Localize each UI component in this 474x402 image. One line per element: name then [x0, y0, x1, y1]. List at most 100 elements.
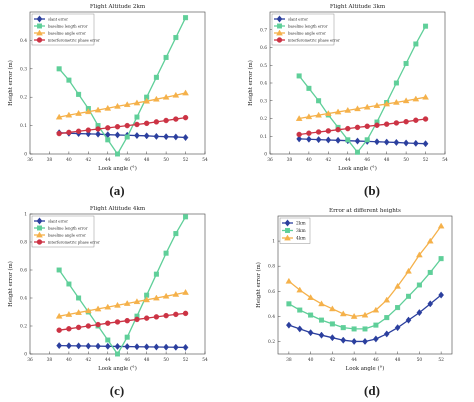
- legend-label: slant error: [288, 18, 308, 22]
- data-point: [354, 137, 361, 145]
- data-point: [123, 300, 131, 306]
- data-point: [422, 116, 429, 122]
- legend-item-baseline-length-error: baseline length error: [34, 225, 88, 231]
- data-point: [143, 97, 151, 104]
- data-point: [318, 317, 324, 323]
- x-tick-label: 54: [202, 358, 208, 363]
- data-point: [66, 77, 72, 83]
- x-tick-label: 40: [308, 358, 314, 363]
- y-tick-label: 0: [24, 153, 27, 158]
- data-point: [362, 337, 368, 345]
- series-interferometric-phase-error: [56, 310, 189, 333]
- chart-panel-d: Error at different heights 38 40 42 44 46 48 50…: [240, 202, 472, 380]
- legend-label: 3km: [296, 229, 306, 234]
- legend-label: baseline length error: [48, 227, 88, 231]
- legend-label: interferometric phase error: [48, 39, 100, 43]
- data-point: [173, 35, 179, 41]
- data-point: [427, 269, 433, 275]
- data-point: [173, 231, 179, 237]
- data-point: [105, 137, 111, 143]
- y-tick-label: 0.4: [260, 82, 267, 87]
- data-point: [344, 106, 352, 113]
- x-tick-label: 52: [423, 158, 429, 163]
- data-point: [76, 295, 82, 301]
- x-tick-label: 38: [287, 158, 293, 163]
- y-tick-label: 0.1: [20, 124, 27, 129]
- legend-item-2km: 2km: [282, 219, 306, 227]
- data-point: [374, 138, 380, 146]
- caption-a: (a): [109, 183, 125, 198]
- legend-marker: [284, 234, 291, 241]
- data-point: [114, 301, 121, 308]
- data-point: [405, 267, 412, 274]
- y-tick-label: 0.6: [260, 46, 267, 51]
- data-point: [75, 109, 82, 116]
- data-point: [163, 117, 169, 124]
- data-point: [56, 342, 63, 350]
- y-axis-label: Height error (m): [247, 60, 254, 106]
- data-point: [163, 312, 169, 319]
- data-point: [329, 305, 336, 312]
- data-point: [182, 134, 189, 142]
- data-point: [124, 134, 130, 140]
- data-point: [412, 95, 420, 102]
- data-point: [56, 327, 62, 333]
- legend-item-slant-error: slant error: [34, 217, 68, 225]
- data-point: [105, 337, 111, 343]
- data-point: [413, 41, 419, 47]
- data-point: [416, 251, 423, 258]
- x-tick-label: 42: [86, 158, 92, 163]
- data-point: [315, 136, 322, 144]
- y-tick-label: 1: [272, 240, 275, 245]
- data-point: [393, 138, 400, 146]
- data-point: [143, 120, 150, 127]
- data-point: [182, 114, 189, 121]
- data-point: [413, 117, 419, 123]
- x-tick-label: 52: [438, 358, 444, 363]
- data-point: [295, 115, 303, 121]
- x-tick-label: 40: [306, 158, 312, 163]
- data-point: [318, 331, 325, 339]
- data-point: [104, 342, 111, 350]
- data-point: [354, 124, 361, 131]
- y-tick-label: 0.2: [20, 96, 27, 101]
- legend: slant error baseline length error baseline…: [271, 13, 340, 46]
- legend-label: interferometric phase error: [288, 39, 340, 43]
- x-tick-label: 44: [105, 358, 111, 363]
- y-tick-label: 0.3: [20, 67, 27, 72]
- data-point: [182, 288, 189, 295]
- data-point: [66, 326, 72, 332]
- data-point: [373, 335, 379, 343]
- data-point: [75, 324, 82, 331]
- series-2km: [286, 291, 444, 345]
- data-point: [423, 23, 429, 29]
- data-point: [134, 114, 140, 120]
- y-tick-label: 0: [24, 353, 27, 358]
- data-point: [393, 80, 399, 86]
- chart-a: Flight Altitude 2km 36 38 40 42 44 46 48 50 52 54 0…: [7, 4, 208, 172]
- data-point: [329, 334, 336, 342]
- data-point: [66, 129, 72, 136]
- data-point: [438, 256, 444, 262]
- data-point: [114, 131, 121, 139]
- y-tick-label: 0.8: [268, 265, 275, 270]
- data-point: [364, 137, 370, 143]
- data-point: [393, 120, 400, 126]
- chart-title: Flight Altitude 4km: [90, 206, 146, 212]
- data-point: [173, 116, 179, 122]
- data-point: [56, 66, 62, 72]
- x-tick-label: 50: [403, 158, 409, 163]
- x-tick-label: 48: [384, 158, 390, 163]
- y-tick-label: 1: [24, 213, 27, 218]
- data-point: [75, 342, 82, 350]
- data-point: [340, 325, 346, 331]
- data-point: [350, 312, 358, 319]
- data-point: [153, 271, 159, 277]
- x-tick-label: 36: [27, 358, 33, 363]
- x-tick-label: 50: [417, 358, 423, 363]
- data-point: [104, 303, 112, 310]
- series-slant-error: [296, 135, 429, 148]
- data-point: [286, 301, 292, 307]
- data-point: [393, 98, 400, 105]
- legend-item-interferometric-phase-error: interferometric phase error: [34, 239, 100, 245]
